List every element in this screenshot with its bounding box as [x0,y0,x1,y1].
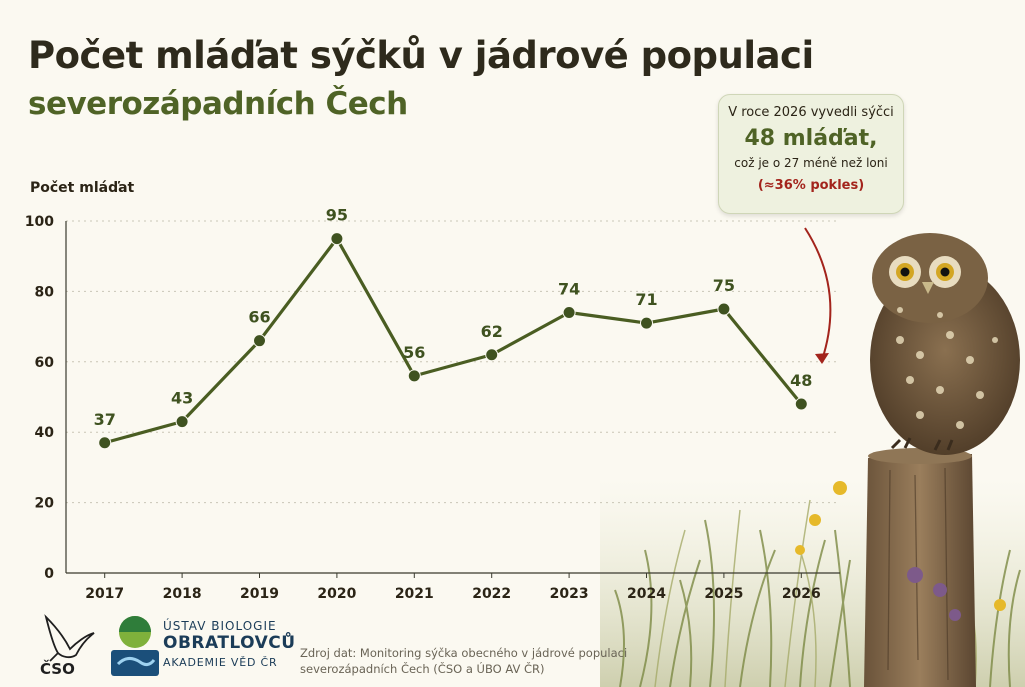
data-label: 95 [326,206,348,225]
callout-line1: V roce 2026 vyvedli sýčci [728,105,894,120]
source-line2: severozápadních Čech (ČSO a ÚBO AV ČR) [300,662,545,676]
y-tick-label: 80 [35,284,55,300]
data-label: 43 [171,389,193,408]
y-tick-label: 100 [25,214,54,230]
chart-title: Počet mláďat sýčků v jádrové populaci [28,34,814,77]
source-line1: Zdroj dat: Monitoring sýčka obecného v j… [300,646,628,660]
data-point [794,397,808,411]
callout-line3: což je o 27 méně než loni [734,156,888,170]
data-label: 62 [481,322,503,341]
source-note: Zdroj dat: Monitoring sýčka obecného v j… [300,645,630,677]
y-tick-label: 40 [35,425,55,441]
x-tick-label: 2026 [782,586,821,602]
x-tick-label: 2018 [163,586,202,602]
callout-arrow [804,227,832,361]
callout-arrowhead [815,353,829,364]
x-tick-label: 2019 [240,586,279,602]
y-tick-label: 0 [44,566,54,582]
series-line [104,237,803,445]
data-label: 74 [558,280,580,299]
callout-line4: (≈36% pokles) [757,178,865,193]
callout-line2: 48 mláďat, [744,126,878,151]
cso-logo-text: ČSO [40,660,75,678]
data-label: 66 [248,308,270,327]
ubo-logo-line2: OBRATLOVCŮ [163,633,296,653]
x-tick-label: 2024 [627,586,666,602]
data-label: 48 [790,371,812,390]
data-point [717,302,731,316]
data-label: 56 [403,343,425,362]
data-point [98,436,112,450]
x-tick-label: 2021 [395,586,434,602]
y-tick-label: 60 [35,355,55,371]
ubo-logo-icon [111,616,159,676]
y-tick-label: 20 [35,496,55,512]
data-label: 37 [94,410,116,429]
x-tick-label: 2023 [550,586,589,602]
data-point [407,369,421,383]
data-point [640,316,653,330]
data-label: 71 [635,290,657,309]
data-point [485,348,499,362]
ubo-logo-line3: AKADEMIE VĚD ČR [163,656,278,669]
y-axis-label: Počet mláďat [30,180,135,196]
x-tick-label: 2022 [472,586,511,602]
chart-subtitle: severozápadních Čech [28,86,408,122]
ubo-logo-line1: ÚSTAV BIOLOGIE [163,619,277,633]
data-point [175,415,189,429]
x-tick-label: 2020 [317,586,356,602]
data-point [330,232,344,246]
data-point [253,334,266,348]
data-label: 75 [713,276,735,295]
data-point [562,306,576,320]
highlight-callout: V roce 2026 vyvedli sýčci 48 mláďat, což… [718,94,904,214]
x-tick-label: 2025 [704,586,743,602]
x-tick-label: 2017 [85,586,124,602]
cso-bird-logo-icon [44,614,95,662]
